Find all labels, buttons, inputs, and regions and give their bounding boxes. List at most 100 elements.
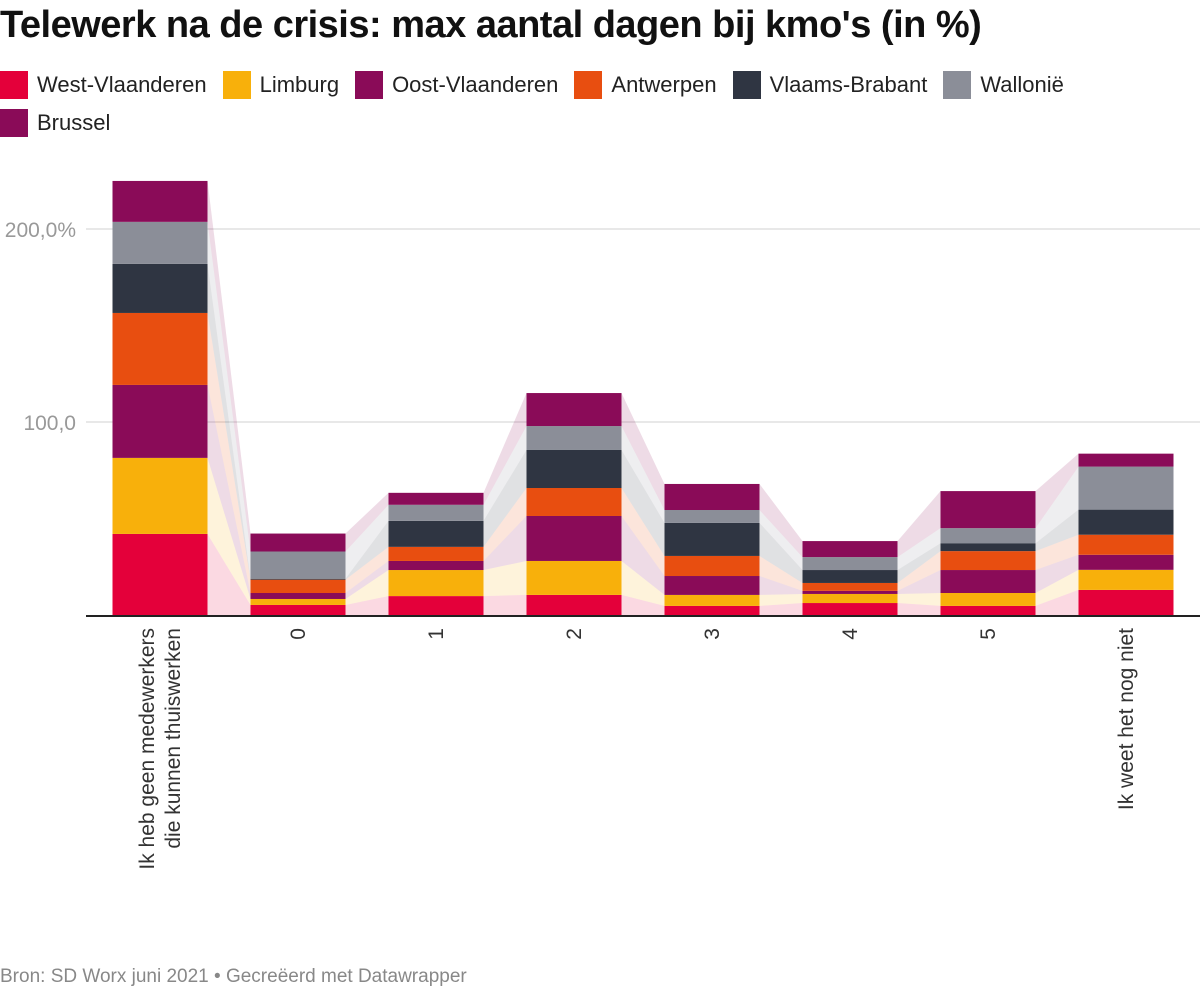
connector-band bbox=[345, 596, 389, 615]
bar-segment bbox=[526, 488, 622, 516]
legend-swatch bbox=[355, 71, 384, 99]
connector-band bbox=[345, 504, 389, 579]
connector-band bbox=[207, 312, 251, 593]
connector-band bbox=[897, 570, 941, 594]
connector-band bbox=[483, 488, 527, 561]
x-tick-label: 4 bbox=[839, 628, 862, 640]
connector-band bbox=[897, 543, 941, 583]
bar-segment bbox=[940, 543, 1036, 552]
bar-segment bbox=[1078, 569, 1174, 590]
connector-band bbox=[207, 221, 251, 579]
connector-band bbox=[1035, 589, 1079, 615]
bar-segment bbox=[802, 541, 898, 558]
x-tick-label: die kunnen thuiswerken bbox=[162, 628, 185, 849]
legend-item: Limburg bbox=[222, 70, 339, 100]
stacked-bar-chart: 100,0 200,0% Ik heb geen medewerkers die ku… bbox=[5, 180, 1200, 870]
connector-band bbox=[345, 570, 389, 605]
connector-band bbox=[345, 492, 389, 552]
bar-segment bbox=[388, 504, 484, 521]
connector-band bbox=[759, 603, 803, 615]
connector-band bbox=[621, 393, 665, 511]
bar-segment bbox=[1078, 589, 1174, 615]
bar-segment bbox=[112, 312, 208, 385]
bar-segment bbox=[250, 579, 346, 593]
legend-label: Oost-Vlaanderen bbox=[392, 72, 559, 97]
connector-band bbox=[759, 522, 803, 583]
connector-band bbox=[1035, 534, 1079, 571]
connector-band bbox=[483, 426, 527, 521]
bar-segment bbox=[526, 426, 622, 450]
bar-segment bbox=[802, 590, 898, 594]
bar-segment bbox=[664, 555, 760, 577]
connector-band bbox=[759, 483, 803, 558]
x-tick-label: Ik weet het nog niet bbox=[1115, 628, 1138, 810]
bar-segment bbox=[802, 557, 898, 571]
connector-band bbox=[1035, 466, 1079, 544]
x-tick-label: 2 bbox=[563, 628, 586, 640]
legend-item: Antwerpen bbox=[574, 70, 717, 100]
y-tick-label: 100,0 bbox=[23, 412, 76, 435]
bar-segment bbox=[250, 592, 346, 599]
y-tick-label: 200,0% bbox=[5, 219, 76, 242]
legend-label: Antwerpen bbox=[611, 72, 717, 97]
legend-label: Brussel bbox=[37, 110, 111, 135]
bar-segment bbox=[1078, 453, 1174, 467]
bar-segment bbox=[802, 570, 898, 583]
connector-band bbox=[1035, 554, 1079, 593]
bar-segment bbox=[664, 483, 760, 511]
connector-band bbox=[897, 491, 941, 558]
connector-band bbox=[345, 520, 389, 580]
bar-segment bbox=[112, 263, 208, 313]
bar-segment bbox=[112, 384, 208, 458]
bar-segment bbox=[1078, 534, 1174, 555]
bar-segment bbox=[250, 551, 346, 579]
bar-segment bbox=[1078, 509, 1174, 535]
connector-band bbox=[345, 560, 389, 599]
connector-band bbox=[897, 603, 941, 615]
bar-segment bbox=[250, 598, 346, 605]
legend-swatch bbox=[0, 71, 28, 99]
bar-segment bbox=[940, 570, 1036, 593]
legend-item: Brussel bbox=[0, 108, 110, 138]
bar-segment bbox=[802, 603, 898, 615]
legend-swatch bbox=[222, 71, 251, 99]
connector-band bbox=[483, 594, 527, 615]
bar-segment bbox=[940, 528, 1036, 544]
bar-segment bbox=[112, 457, 208, 534]
bar-segment bbox=[940, 592, 1036, 606]
x-tick-label: Ik heb geen medewerkers bbox=[136, 628, 159, 870]
bar-segment bbox=[526, 449, 622, 489]
bar-segment bbox=[388, 492, 484, 505]
bar-segment bbox=[940, 491, 1036, 529]
connector-band bbox=[207, 533, 251, 615]
connector-band bbox=[483, 515, 527, 571]
bar-segment bbox=[1078, 554, 1174, 570]
bar-segment bbox=[664, 576, 760, 595]
bar-segment bbox=[1078, 466, 1174, 510]
legend-label: West-Vlaanderen bbox=[37, 72, 207, 97]
bar-segment bbox=[664, 522, 760, 556]
bar-segment bbox=[112, 180, 208, 222]
x-tick-label: 5 bbox=[977, 628, 1000, 640]
bar-segment bbox=[940, 605, 1036, 615]
bar-segment bbox=[802, 582, 898, 591]
bar-segment bbox=[664, 510, 760, 523]
connector-band bbox=[483, 560, 527, 597]
legend-item: Vlaams-Brabant bbox=[732, 70, 927, 100]
legend-item: Wallonië bbox=[943, 70, 1064, 100]
connector-band bbox=[759, 510, 803, 571]
bar-segment bbox=[940, 551, 1036, 571]
x-tick-label: 0 bbox=[287, 628, 310, 640]
bar-segment bbox=[802, 593, 898, 604]
connector-band bbox=[207, 384, 251, 599]
bar-segment bbox=[250, 604, 346, 615]
connector-band bbox=[1035, 453, 1079, 529]
connector-band bbox=[897, 551, 941, 591]
connector-band bbox=[897, 592, 941, 606]
connector-band bbox=[621, 488, 665, 577]
legend-label: Wallonië bbox=[980, 72, 1064, 97]
legend: West-Vlaanderen Limburg Oost-Vlaanderen Ant… bbox=[0, 70, 1200, 138]
legend-swatch bbox=[943, 71, 972, 99]
connector-band bbox=[621, 426, 665, 523]
bar-segment bbox=[112, 533, 208, 615]
